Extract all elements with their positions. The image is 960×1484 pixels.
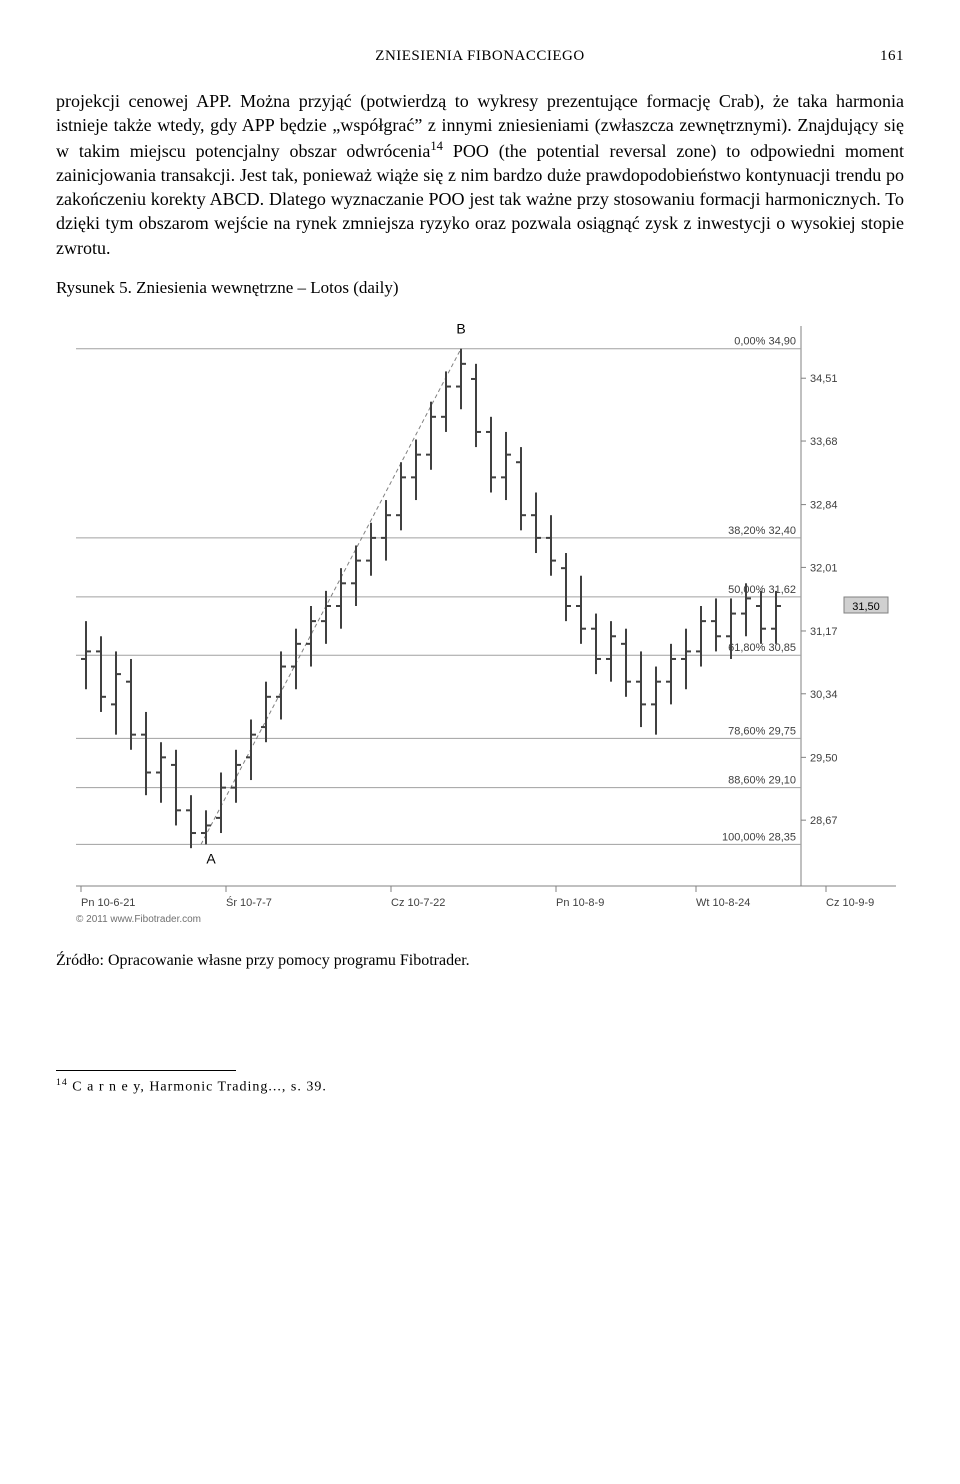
body-paragraph: projekcji cenowej APP. Można przyjąć (po… [56, 89, 904, 260]
footnote-number: 14 [56, 1077, 68, 1088]
svg-text:30,34: 30,34 [810, 689, 838, 701]
svg-text:33,68: 33,68 [810, 436, 838, 448]
svg-text:0,00% 34,90: 0,00% 34,90 [734, 336, 796, 348]
svg-text:Pn 10-8-9: Pn 10-8-9 [556, 897, 604, 909]
page-number: 161 [864, 48, 904, 65]
svg-text:28,67: 28,67 [810, 815, 838, 827]
svg-text:32,84: 32,84 [810, 500, 838, 512]
figure-source: Źródło: Opracowanie własne przy pomocy p… [56, 952, 904, 970]
footnote-rule [56, 1070, 236, 1071]
svg-text:50,00% 31,62: 50,00% 31,62 [728, 584, 796, 596]
svg-text:100,00% 28,35: 100,00% 28,35 [722, 831, 796, 843]
running-head: ZNIESIENIA FIBONACCIEGO 161 [56, 48, 904, 65]
svg-text:31,50: 31,50 [852, 601, 880, 613]
svg-text:32,01: 32,01 [810, 562, 838, 574]
svg-text:A: A [206, 850, 216, 866]
svg-text:B: B [456, 321, 465, 337]
svg-text:78,60% 29,75: 78,60% 29,75 [728, 726, 796, 738]
fibonacci-chart: 0,00% 34,90 38,20% 32,40 50,00% 31,62 61,80… [56, 306, 906, 946]
figure-caption: Rysunek 5. Zniesienia wewnętrzne – Lotos… [56, 278, 904, 298]
footnote-text: C a r n e y, Harmonic Trading..., s. 39. [68, 1080, 327, 1095]
svg-text:31,17: 31,17 [810, 626, 838, 638]
svg-text:88,60% 29,10: 88,60% 29,10 [728, 775, 796, 787]
svg-text:Cz 10-9-9: Cz 10-9-9 [826, 897, 874, 909]
svg-text:34,51: 34,51 [810, 373, 838, 385]
svg-text:Śr 10-7-7: Śr 10-7-7 [226, 896, 272, 909]
chart-svg: 0,00% 34,90 38,20% 32,40 50,00% 31,62 61,80… [56, 306, 906, 946]
footnote-ref: 14 [430, 139, 443, 153]
footnote: 14 C a r n e y, Harmonic Trading..., s. … [56, 1077, 904, 1096]
svg-text:61,80% 30,85: 61,80% 30,85 [728, 642, 796, 654]
svg-text:Pn 10-6-21: Pn 10-6-21 [81, 897, 135, 909]
svg-text:29,50: 29,50 [810, 752, 838, 764]
svg-text:38,20% 32,40: 38,20% 32,40 [728, 525, 796, 537]
svg-text:© 2011 www.Fibotrader.com: © 2011 www.Fibotrader.com [76, 914, 201, 925]
running-title: ZNIESIENIA FIBONACCIEGO [96, 48, 864, 65]
svg-text:Cz 10-7-22: Cz 10-7-22 [391, 897, 445, 909]
svg-text:Wt 10-8-24: Wt 10-8-24 [696, 897, 750, 909]
